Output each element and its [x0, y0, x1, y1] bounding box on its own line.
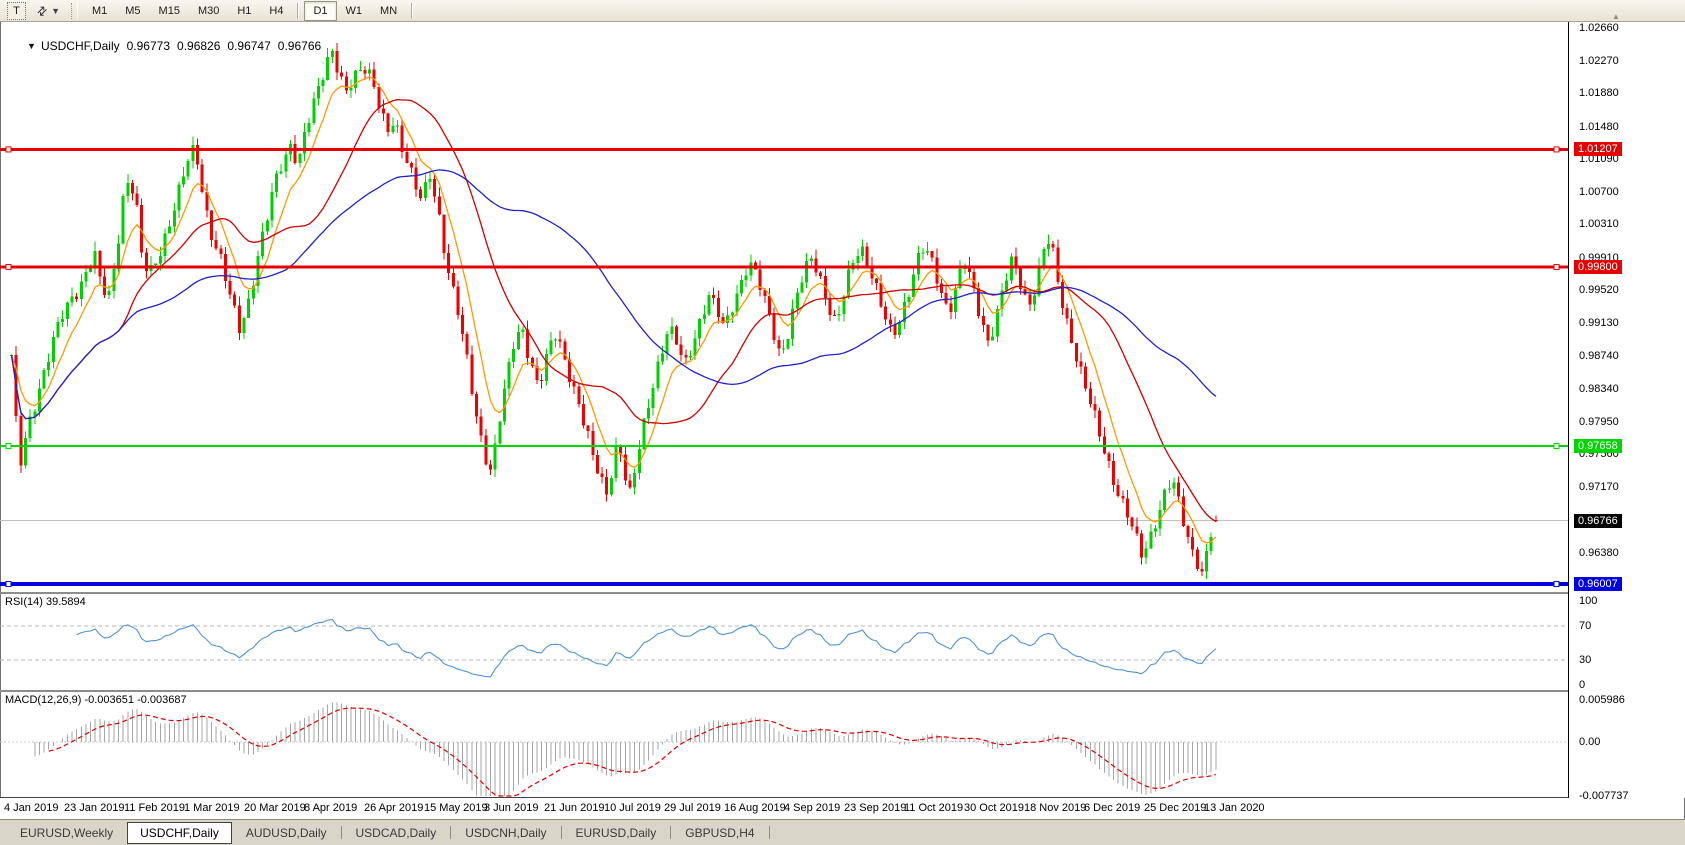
date-tick: 4 Jan 2019: [4, 802, 59, 814]
chart-scroll-up-icon[interactable]: ▲: [1612, 12, 1620, 21]
date-tick: 30 Oct 2019: [964, 802, 1024, 814]
tab-usdchf-daily[interactable]: USDCHF,Daily: [127, 821, 232, 844]
date-tick: 11 Feb 2019: [124, 802, 185, 814]
date-tick: 13 Jan 2020: [1204, 802, 1265, 814]
ohlc-high: 0.96826: [177, 39, 221, 53]
date-tick: 21 Jun 2019: [544, 802, 605, 814]
timeframe-m30[interactable]: M30: [197, 4, 220, 17]
moving-averages: [10, 76, 1217, 544]
price-line-label: 1.01207: [1574, 142, 1622, 157]
ohlc-open: 0.96773: [126, 39, 171, 53]
timeframe-m5[interactable]: M5: [125, 4, 141, 17]
rsi-tick: 30: [1579, 653, 1592, 666]
timeframe-buttons: M1 M5 M15 M30 H1 H4 D1 W1 MN: [83, 0, 406, 21]
rsi-tick: 0: [1579, 679, 1586, 691]
tab-audusd-daily[interactable]: AUDUSD,Daily: [245, 825, 327, 840]
price-tick: 0.97170: [1579, 480, 1619, 493]
date-tick: 3 Jun 2019: [484, 802, 539, 814]
date-tick: 25 Dec 2019: [1144, 802, 1207, 814]
price-chart-canvas[interactable]: [0, 22, 1685, 819]
timeframe-m15[interactable]: M15: [158, 4, 180, 17]
ohlc-low: 0.96747: [227, 39, 271, 53]
price-tick: 1.01480: [1579, 120, 1619, 133]
toolbar-separator: [411, 2, 414, 19]
tab-separator: [768, 826, 770, 839]
rsi-tick: 100: [1579, 595, 1598, 607]
chart-expander-icon[interactable]: ▼: [27, 41, 36, 51]
tab-separator: [450, 826, 452, 839]
price-line-label: 0.96766: [1574, 513, 1622, 528]
macd-signal-line: [48, 707, 1217, 797]
tab-gbpusd-h4[interactable]: GBPUSD,H4: [685, 825, 755, 840]
tab-separator: [670, 826, 672, 839]
date-tick: 26 Apr 2019: [364, 802, 424, 814]
macd-tick: 0.00: [1579, 736, 1601, 748]
date-axis[interactable]: 4 Jan 2019 23 Jan 2019 11 Feb 2019 1 Mar 20…: [0, 798, 1569, 819]
date-tick: 6 Dec 2019: [1084, 802, 1141, 814]
price-tick: 1.00310: [1579, 218, 1619, 231]
price-tick: 1.01880: [1579, 87, 1619, 100]
price-line-label: 0.97658: [1574, 439, 1622, 454]
chart-stage: ▼ USDCHF,Daily 0.96773 0.96826 0.96747 0.9676…: [0, 22, 1685, 819]
price-tick: 0.98740: [1579, 349, 1619, 362]
crosshair-arrows-icon[interactable]: ⇄: [33, 1, 51, 20]
price-tick: 0.99130: [1579, 317, 1619, 330]
price-tick: 0.97950: [1579, 415, 1619, 428]
date-tick: 16 Aug 2019: [724, 802, 786, 814]
date-tick: 29 Jul 2019: [664, 802, 721, 814]
timeframe-h4[interactable]: H4: [269, 4, 284, 17]
rsi-label: RSI(14) 39.5894: [5, 596, 86, 608]
macd-tick: 0.005986: [1579, 694, 1625, 707]
tab-eurusd-daily[interactable]: EURUSD,Daily: [575, 825, 657, 840]
date-tick: 20 Mar 2019: [244, 802, 306, 814]
toolbar-separator: [297, 2, 300, 19]
timeframe-d1[interactable]: D1: [304, 0, 337, 21]
price-tick: 0.96380: [1579, 546, 1619, 559]
price-tick: 1.00700: [1579, 185, 1619, 198]
chart-title: ▼ USDCHF,Daily 0.96773 0.96826 0.96747 0.9676…: [7, 25, 321, 67]
date-tick: 11 Oct 2019: [904, 802, 964, 814]
tab-separator: [340, 826, 342, 839]
rsi-tick: 70: [1579, 620, 1592, 633]
chart-tab-bar: EURUSD,Weekly USDCHF,Daily AUDUSD,Daily USD…: [0, 819, 1685, 845]
tab-eurusd-weekly[interactable]: EURUSD,Weekly: [20, 825, 114, 840]
price-line-label: 0.99800: [1574, 260, 1622, 275]
tab-usdcad-daily[interactable]: USDCAD,Daily: [355, 825, 437, 840]
date-tick: 23 Sep 2019: [844, 802, 907, 814]
price-tick: 1.02270: [1579, 54, 1619, 67]
date-tick: 10 Jul 2019: [604, 802, 661, 814]
date-tick: 18 Nov 2019: [1024, 802, 1087, 814]
timeframe-mn[interactable]: MN: [380, 4, 398, 17]
date-tick: 23 Jan 2019: [64, 802, 125, 814]
price-tick: 1.02660: [1579, 22, 1619, 34]
candlesticks: [10, 42, 1218, 579]
chevron-down-icon[interactable]: ▼: [51, 5, 60, 16]
date-tick: 8 Apr 2019: [304, 802, 358, 814]
price-axis[interactable]: 1.02660 1.02270 1.01880 1.01480 1.01090 1.007…: [1569, 22, 1685, 802]
macd-tick: -0.007737: [1579, 790, 1629, 802]
timeframe-w1[interactable]: W1: [345, 4, 363, 17]
date-tick: 15 May 2019: [424, 802, 488, 814]
chart-symbol-label: USDCHF,Daily: [40, 39, 120, 53]
timeframe-h1[interactable]: H1: [237, 4, 252, 17]
price-tick: 0.99520: [1579, 284, 1619, 297]
toolbar-grip: [70, 2, 78, 19]
toolbar: T ⇄ ▼ M1 M5 M15 M30 H1 H4 D1 W1 MN: [0, 0, 1685, 22]
date-tick: 4 Sep 2019: [784, 802, 841, 814]
date-tick: 1 Mar 2019: [184, 802, 240, 814]
text-tool-icon[interactable]: T: [7, 1, 26, 20]
tab-separator: [560, 826, 562, 839]
timeframe-m1[interactable]: M1: [91, 4, 108, 17]
tab-usdcnh-daily[interactable]: USDCNH,Daily: [465, 825, 547, 840]
rsi-line: [76, 619, 1217, 678]
macd-histogram: [34, 702, 1217, 796]
price-line-label: 0.96007: [1574, 577, 1622, 592]
price-tick: 0.98340: [1579, 383, 1619, 396]
ohlc-close: 0.96766: [277, 39, 322, 53]
macd-label: MACD(12,26,9) -0.003651 -0.003687: [5, 694, 187, 706]
